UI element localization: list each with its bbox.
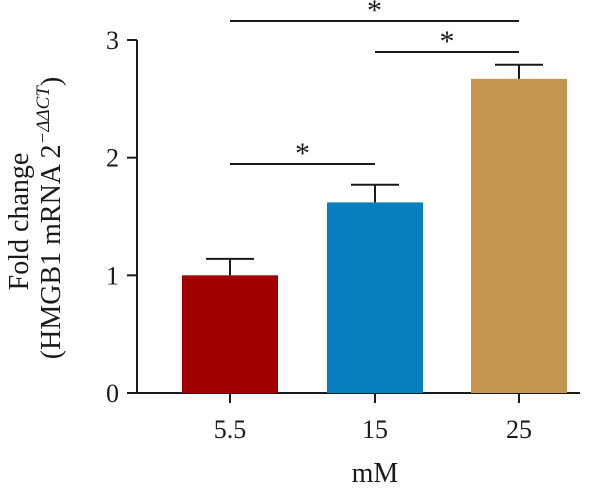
significance-star-0-2: * bbox=[367, 0, 382, 27]
y-tick-label-2: 2 bbox=[106, 144, 119, 173]
significance-brackets: * * * bbox=[230, 0, 519, 170]
x-axis-title: mM bbox=[352, 458, 399, 489]
x-tick-label-25: 25 bbox=[506, 415, 532, 444]
x-tick-label-5.5: 5.5 bbox=[214, 415, 247, 444]
significance-star-0-1: * bbox=[295, 137, 310, 170]
y-axis-title-close-paren: ) bbox=[36, 77, 67, 86]
y-axis-title-line2: (HMGB1 mRNA 2−ΔΔCT) bbox=[33, 77, 67, 359]
y-axis-title: Fold change (HMGB1 mRNA 2−ΔΔCT) bbox=[4, 77, 67, 359]
y-tick-label-1: 1 bbox=[106, 261, 119, 290]
y-tick-label-0: 0 bbox=[106, 379, 119, 408]
bar-15 bbox=[327, 202, 423, 393]
significance-star-1-2: * bbox=[440, 25, 455, 58]
error-bars bbox=[206, 63, 543, 276]
y-axis-title-line1: Fold change bbox=[4, 153, 35, 291]
bar-5.5 bbox=[182, 275, 278, 393]
y-axis-title-superscript: −ΔΔCT bbox=[33, 85, 54, 145]
bar-25 bbox=[471, 78, 567, 393]
y-tick-label-3: 3 bbox=[106, 26, 119, 55]
y-axis-title-main: (HMGB1 mRNA 2 bbox=[36, 145, 67, 360]
x-tick-label-15: 15 bbox=[362, 415, 388, 444]
bars bbox=[182, 78, 567, 393]
